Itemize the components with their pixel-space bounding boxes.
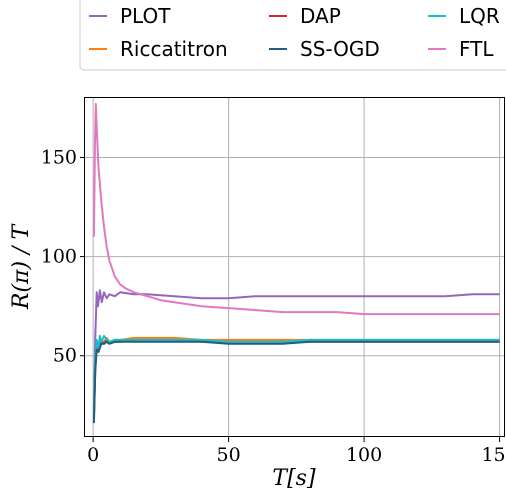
- series-line-ss-ogd: [92, 340, 500, 424]
- legend-label: DAP: [300, 4, 341, 28]
- grid: [85, 98, 505, 437]
- legend-label: SS-OGD: [300, 37, 380, 61]
- y-tick-label: 100: [41, 246, 77, 268]
- legend-label: FTL: [459, 37, 494, 61]
- x-tick-label: 100: [346, 444, 382, 466]
- series-line-ftl: [92, 102, 500, 316]
- y-tick-label: 50: [53, 345, 77, 367]
- series-line-plot: [92, 289, 500, 412]
- x-axis-label: T[s]: [272, 466, 316, 491]
- series-line-riccatitron: [92, 336, 500, 420]
- series-layer: [92, 102, 500, 424]
- y-ticks: 50 100 150: [41, 146, 85, 367]
- y-axis-label: R(π) / T: [9, 223, 34, 311]
- series-line-dap: [92, 338, 500, 422]
- series-line-lqr: [92, 334, 500, 416]
- legend-frame: [79, 0, 506, 71]
- legend-label: Riccatitron: [120, 37, 228, 61]
- x-ticks: 0 50 100 150: [87, 437, 506, 466]
- plot-frame: [84, 97, 505, 437]
- x-tick-label: 50: [217, 444, 241, 466]
- y-tick-label: 150: [41, 146, 77, 168]
- legend-label: LQR: [459, 4, 500, 28]
- legend-label: PLOT: [120, 4, 171, 28]
- x-tick-label: 150: [481, 444, 506, 466]
- x-tick-label: 0: [87, 444, 99, 466]
- legend: PLOT DAP LQR Riccatitron SS-OGD FTL: [79, 0, 506, 71]
